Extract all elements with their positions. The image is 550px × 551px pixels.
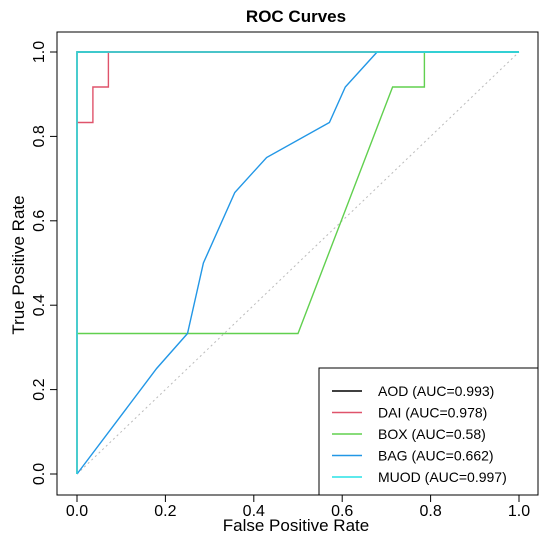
y-tick-label: 0.2 (31, 378, 48, 400)
x-tick-label: 0.2 (154, 503, 176, 520)
y-tick-label: 0.8 (31, 125, 48, 147)
y-axis-title: True Positive Rate (9, 195, 28, 334)
legend-label-muod: MUOD (AUC=0.997) (378, 469, 507, 485)
y-tick-label: 0.0 (31, 463, 48, 485)
x-tick-label: 1.0 (508, 503, 530, 520)
x-tick-label: 0.6 (331, 503, 353, 520)
legend-label-bag: BAG (AUC=0.662) (378, 448, 494, 464)
series-line-dai (77, 51, 519, 124)
y-tick-label: 1.0 (31, 41, 48, 63)
legend-label-aod: AOD (AUC=0.993) (378, 383, 494, 399)
legend-label-box: BOX (AUC=0.58) (378, 426, 486, 442)
y-tick-label: 0.6 (31, 210, 48, 232)
chart-title: ROC Curves (246, 7, 346, 26)
series-layer (76, 51, 519, 475)
reference-diagonal-line (76, 51, 520, 475)
legend-label-dai: DAI (AUC=0.978) (378, 405, 487, 421)
series-line-muod (76, 51, 519, 474)
y-tick-label: 0.4 (31, 294, 48, 316)
x-axis: 0.0 0.2 0.4 0.6 0.8 1.0 (66, 494, 530, 520)
series-line-bag (76, 51, 519, 475)
reference-diagonal-layer (76, 51, 520, 475)
x-tick-label: 0.4 (243, 503, 265, 520)
y-axis: 0.0 0.2 0.4 0.6 0.8 1.0 (31, 41, 58, 485)
legend-box (318, 367, 539, 496)
x-tick-label: 0.0 (66, 503, 88, 520)
x-tick-label: 0.8 (419, 503, 441, 520)
x-axis-title: False Positive Rate (223, 516, 369, 535)
series-line-box (77, 51, 519, 335)
legend: AOD (AUC=0.993) DAI (AUC=0.978) BOX (AUC=0… (318, 367, 539, 496)
